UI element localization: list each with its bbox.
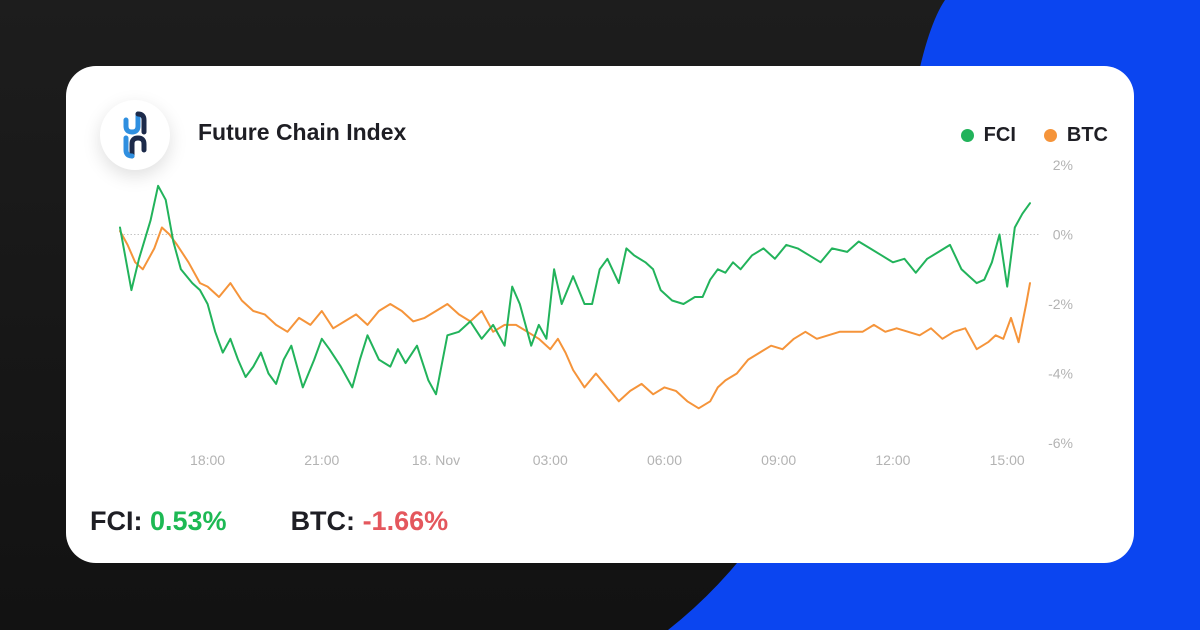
x-tick-label: 06:00 xyxy=(647,452,682,468)
x-tick-label: 12:00 xyxy=(875,452,910,468)
y-tick-label: -2% xyxy=(1048,296,1073,312)
logo xyxy=(100,100,170,170)
series-line-fci xyxy=(119,184,1031,396)
fci-stat-label: FCI: xyxy=(90,506,143,536)
x-tick-label: 21:00 xyxy=(304,452,339,468)
chart-legend: FCI BTC xyxy=(960,124,1108,147)
legend-label-fci: FCI xyxy=(983,124,1016,146)
btc-stat-label: BTC: xyxy=(290,506,356,536)
fci-stat: FCI: 0.53% xyxy=(90,506,227,537)
x-tick-label: 18:00 xyxy=(190,452,225,468)
series-line-btc xyxy=(119,226,1031,410)
legend-dot-btc xyxy=(1043,129,1057,142)
legend-item-btc[interactable]: BTC xyxy=(1043,124,1108,147)
btc-stat-value: -1.66% xyxy=(362,506,449,536)
btc-stat: BTC: -1.66% xyxy=(291,506,449,537)
x-tick-label: 03:00 xyxy=(533,452,568,468)
fci-stat-value: 0.53% xyxy=(150,506,227,536)
chain-link-icon xyxy=(123,111,147,159)
x-tick-label: 18. Nov xyxy=(412,452,460,468)
legend-label-btc: BTC xyxy=(1066,124,1108,146)
summary-stats: FCI: 0.53% BTC: -1.66% xyxy=(90,506,448,537)
chart-card xyxy=(66,66,1134,563)
y-tick-label: 2% xyxy=(1053,157,1073,173)
page-title: Future Chain Index xyxy=(198,119,407,145)
x-tick-label: 15:00 xyxy=(990,452,1025,468)
legend-dot-fci xyxy=(960,129,974,142)
y-tick-label: 0% xyxy=(1053,227,1073,243)
y-tick-label: -4% xyxy=(1048,366,1073,382)
x-tick-label: 09:00 xyxy=(761,452,796,468)
legend-item-fci[interactable]: FCI xyxy=(960,124,1016,147)
y-tick-label: -6% xyxy=(1048,435,1073,451)
